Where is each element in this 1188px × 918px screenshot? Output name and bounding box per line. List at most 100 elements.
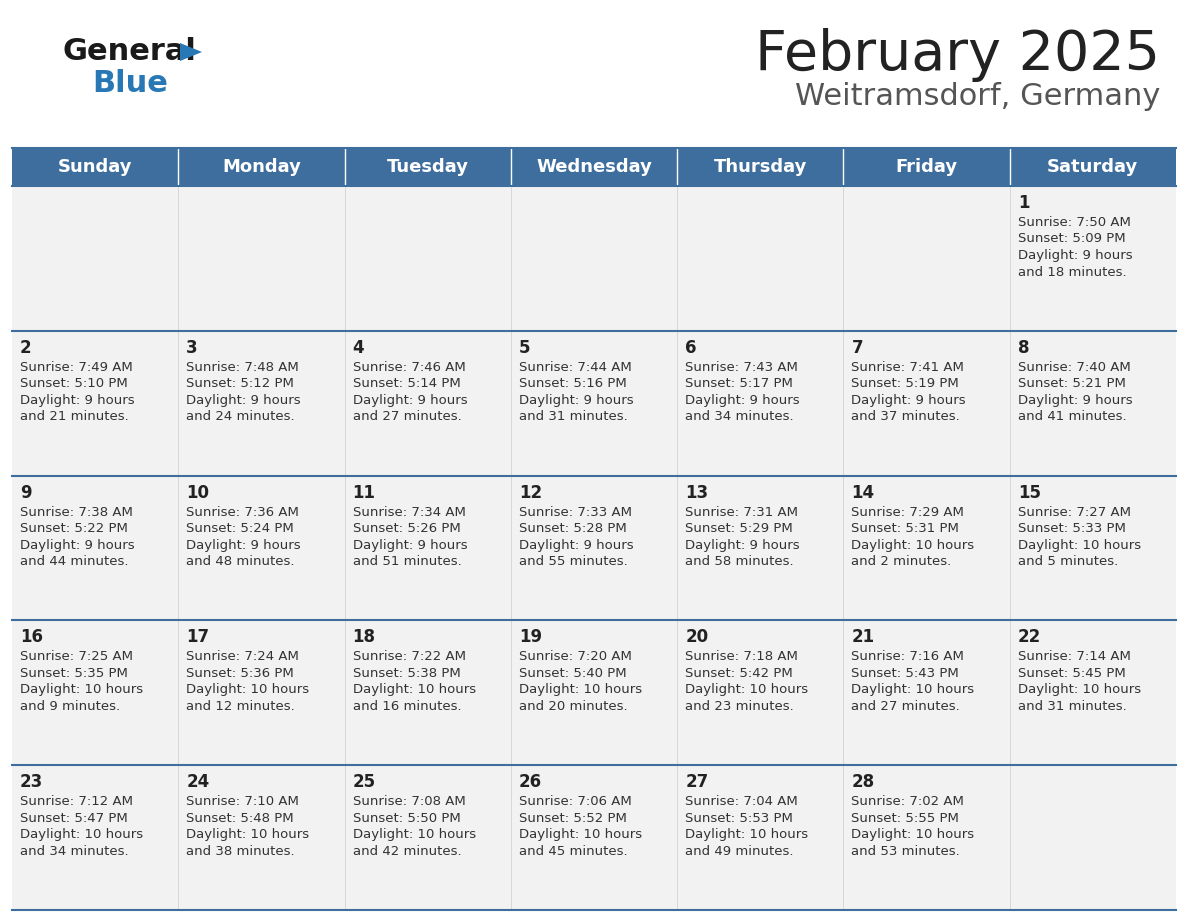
Text: and 9 minutes.: and 9 minutes. bbox=[20, 700, 120, 713]
Text: Sunrise: 7:34 AM: Sunrise: 7:34 AM bbox=[353, 506, 466, 519]
Text: Sunrise: 7:14 AM: Sunrise: 7:14 AM bbox=[1018, 650, 1131, 664]
Text: February 2025: February 2025 bbox=[756, 28, 1159, 82]
Text: Daylight: 10 hours: Daylight: 10 hours bbox=[1018, 683, 1140, 697]
Text: and 44 minutes.: and 44 minutes. bbox=[20, 555, 128, 568]
Text: Daylight: 9 hours: Daylight: 9 hours bbox=[20, 394, 134, 407]
Text: Sunset: 5:09 PM: Sunset: 5:09 PM bbox=[1018, 232, 1125, 245]
Text: and 2 minutes.: and 2 minutes. bbox=[852, 555, 952, 568]
Text: 13: 13 bbox=[685, 484, 708, 501]
Bar bbox=[178, 621, 345, 766]
Text: Sunset: 5:19 PM: Sunset: 5:19 PM bbox=[852, 377, 959, 390]
Text: Sunset: 5:33 PM: Sunset: 5:33 PM bbox=[1018, 522, 1125, 535]
Text: Blue: Blue bbox=[91, 70, 168, 98]
Text: 14: 14 bbox=[852, 484, 874, 501]
Text: Sunset: 5:26 PM: Sunset: 5:26 PM bbox=[353, 522, 460, 535]
Text: Sunrise: 7:41 AM: Sunrise: 7:41 AM bbox=[852, 361, 965, 374]
Bar bbox=[511, 186, 677, 330]
Text: Daylight: 10 hours: Daylight: 10 hours bbox=[852, 683, 974, 697]
Text: Daylight: 9 hours: Daylight: 9 hours bbox=[852, 394, 966, 407]
Text: Monday: Monday bbox=[222, 158, 301, 176]
Text: Sunset: 5:21 PM: Sunset: 5:21 PM bbox=[1018, 377, 1125, 390]
Bar bbox=[511, 476, 677, 621]
Text: 27: 27 bbox=[685, 773, 708, 791]
Text: Saturday: Saturday bbox=[1048, 158, 1138, 176]
Bar bbox=[1010, 476, 1176, 621]
Text: Sunset: 5:28 PM: Sunset: 5:28 PM bbox=[519, 522, 626, 535]
Text: Sunset: 5:55 PM: Sunset: 5:55 PM bbox=[852, 812, 959, 824]
Text: and 31 minutes.: and 31 minutes. bbox=[519, 410, 627, 423]
Text: 16: 16 bbox=[20, 629, 43, 646]
Text: Sunrise: 7:04 AM: Sunrise: 7:04 AM bbox=[685, 795, 798, 808]
Text: Daylight: 9 hours: Daylight: 9 hours bbox=[519, 539, 633, 552]
Text: Sunset: 5:17 PM: Sunset: 5:17 PM bbox=[685, 377, 794, 390]
Text: Daylight: 9 hours: Daylight: 9 hours bbox=[685, 394, 800, 407]
Text: Daylight: 9 hours: Daylight: 9 hours bbox=[20, 539, 134, 552]
Text: 21: 21 bbox=[852, 629, 874, 646]
Text: 8: 8 bbox=[1018, 339, 1029, 357]
Bar bbox=[843, 186, 1010, 330]
Text: Daylight: 10 hours: Daylight: 10 hours bbox=[685, 828, 808, 841]
Text: Sunset: 5:38 PM: Sunset: 5:38 PM bbox=[353, 666, 460, 680]
Text: 20: 20 bbox=[685, 629, 708, 646]
Bar bbox=[677, 476, 843, 621]
Text: Sunset: 5:45 PM: Sunset: 5:45 PM bbox=[1018, 666, 1125, 680]
Bar bbox=[345, 330, 511, 476]
Bar bbox=[511, 148, 677, 186]
Text: and 48 minutes.: and 48 minutes. bbox=[187, 555, 295, 568]
Text: General: General bbox=[62, 38, 196, 66]
Text: Sunrise: 7:43 AM: Sunrise: 7:43 AM bbox=[685, 361, 798, 374]
Bar bbox=[1010, 330, 1176, 476]
Text: Sunrise: 7:29 AM: Sunrise: 7:29 AM bbox=[852, 506, 965, 519]
Text: Daylight: 9 hours: Daylight: 9 hours bbox=[1018, 249, 1132, 262]
Text: 2: 2 bbox=[20, 339, 32, 357]
Text: and 55 minutes.: and 55 minutes. bbox=[519, 555, 627, 568]
Text: Sunrise: 7:40 AM: Sunrise: 7:40 AM bbox=[1018, 361, 1131, 374]
Bar bbox=[677, 330, 843, 476]
Text: 4: 4 bbox=[353, 339, 365, 357]
Text: Daylight: 9 hours: Daylight: 9 hours bbox=[187, 394, 301, 407]
Text: Sunset: 5:35 PM: Sunset: 5:35 PM bbox=[20, 666, 128, 680]
Bar bbox=[1010, 186, 1176, 330]
Text: Daylight: 10 hours: Daylight: 10 hours bbox=[187, 683, 309, 697]
Text: 17: 17 bbox=[187, 629, 209, 646]
Text: 15: 15 bbox=[1018, 484, 1041, 501]
Bar bbox=[677, 186, 843, 330]
Text: Tuesday: Tuesday bbox=[387, 158, 469, 176]
Text: Sunset: 5:12 PM: Sunset: 5:12 PM bbox=[187, 377, 295, 390]
Text: Sunset: 5:42 PM: Sunset: 5:42 PM bbox=[685, 666, 792, 680]
Text: and 37 minutes.: and 37 minutes. bbox=[852, 410, 960, 423]
Bar bbox=[511, 766, 677, 910]
Bar bbox=[345, 621, 511, 766]
Text: and 34 minutes.: and 34 minutes. bbox=[20, 845, 128, 857]
Text: 9: 9 bbox=[20, 484, 32, 501]
Text: and 42 minutes.: and 42 minutes. bbox=[353, 845, 461, 857]
Text: 1: 1 bbox=[1018, 194, 1029, 212]
Text: Daylight: 10 hours: Daylight: 10 hours bbox=[353, 828, 475, 841]
Text: Daylight: 9 hours: Daylight: 9 hours bbox=[187, 539, 301, 552]
Text: and 31 minutes.: and 31 minutes. bbox=[1018, 700, 1126, 713]
Text: Sunset: 5:36 PM: Sunset: 5:36 PM bbox=[187, 666, 295, 680]
Text: Sunrise: 7:10 AM: Sunrise: 7:10 AM bbox=[187, 795, 299, 808]
Bar bbox=[1010, 766, 1176, 910]
Text: Daylight: 10 hours: Daylight: 10 hours bbox=[1018, 539, 1140, 552]
Text: Friday: Friday bbox=[896, 158, 958, 176]
Text: Sunset: 5:16 PM: Sunset: 5:16 PM bbox=[519, 377, 626, 390]
Text: Sunrise: 7:24 AM: Sunrise: 7:24 AM bbox=[187, 650, 299, 664]
Text: 25: 25 bbox=[353, 773, 375, 791]
Text: Sunrise: 7:16 AM: Sunrise: 7:16 AM bbox=[852, 650, 965, 664]
Text: Daylight: 10 hours: Daylight: 10 hours bbox=[187, 828, 309, 841]
Text: and 5 minutes.: and 5 minutes. bbox=[1018, 555, 1118, 568]
Text: 18: 18 bbox=[353, 629, 375, 646]
Text: Thursday: Thursday bbox=[714, 158, 807, 176]
Text: and 53 minutes.: and 53 minutes. bbox=[852, 845, 960, 857]
Text: and 27 minutes.: and 27 minutes. bbox=[353, 410, 461, 423]
Text: 7: 7 bbox=[852, 339, 862, 357]
Text: Sunrise: 7:08 AM: Sunrise: 7:08 AM bbox=[353, 795, 466, 808]
Text: 12: 12 bbox=[519, 484, 542, 501]
Bar bbox=[677, 621, 843, 766]
Text: 11: 11 bbox=[353, 484, 375, 501]
Bar bbox=[345, 766, 511, 910]
Text: Sunrise: 7:12 AM: Sunrise: 7:12 AM bbox=[20, 795, 133, 808]
Text: Daylight: 10 hours: Daylight: 10 hours bbox=[519, 683, 642, 697]
Text: and 45 minutes.: and 45 minutes. bbox=[519, 845, 627, 857]
